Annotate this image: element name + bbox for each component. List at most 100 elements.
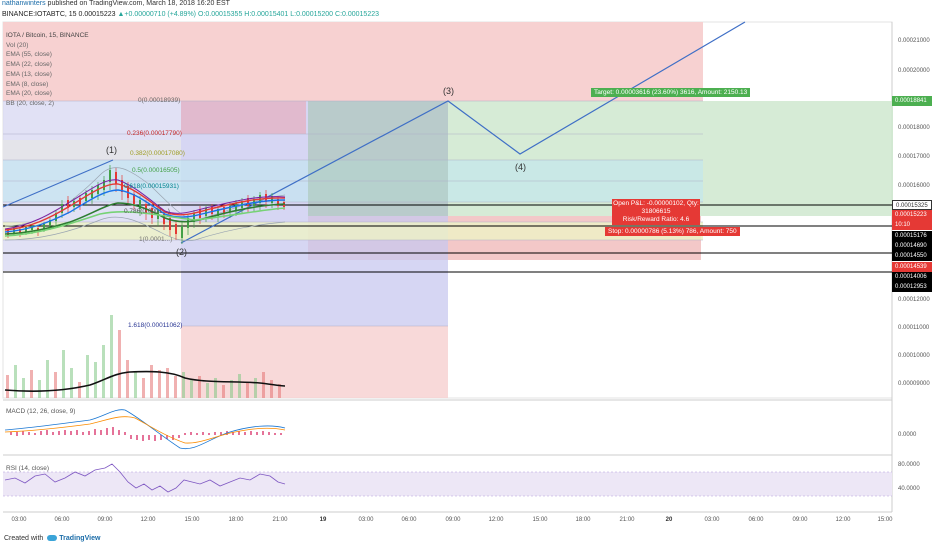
countdown-box: 10:10 — [892, 220, 932, 230]
current-price-box: 0.00015325 — [892, 200, 932, 210]
up-arrow-icon: ▲ — [117, 11, 125, 18]
legend-bb[interactable]: BB (20, close, 2) — [6, 99, 55, 107]
price-tick: 0.00011000 — [898, 325, 930, 331]
fib-label-382: 0.382(0.00017080) — [130, 150, 185, 157]
upper-red-zone — [3, 22, 703, 101]
time-tick: 03:00 — [358, 517, 374, 523]
price-change: +0.00000710 (+4.89%) — [124, 11, 197, 18]
stop-price-box: 0.00014539 — [892, 262, 932, 272]
tradingview-logo-icon — [47, 535, 58, 542]
price-tick: 0.00009000 — [898, 381, 930, 387]
fib-label-236: 0.236(0.00017790) — [127, 130, 182, 137]
rsi-label[interactable]: RSI (14, close) — [6, 465, 49, 472]
low-value: L:0.00015200 — [290, 11, 334, 18]
ema-20-line — [4, 207, 286, 237]
time-tick: 09:00 — [792, 517, 808, 523]
symbol-name: BINANCE:IOTABTC, 15 — [2, 11, 77, 18]
time-tick: 06:00 — [54, 517, 70, 523]
macd-signal-line — [4, 416, 286, 444]
footer-created: Created with — [4, 535, 44, 542]
volume-ma-line — [4, 370, 286, 392]
fib-band-382 — [3, 140, 181, 160]
level-box-4: 0.00014006 — [892, 272, 932, 282]
footer-brand[interactable]: TradingView — [59, 535, 101, 542]
time-tick: 12:00 — [488, 517, 504, 523]
time-tick: 09:00 — [97, 517, 113, 523]
fib-lines — [3, 100, 703, 327]
level-box-2: 0.00014690 — [892, 241, 932, 251]
last-price-box: 0.00015223 — [892, 210, 932, 220]
ema-22-line — [4, 189, 286, 233]
pnl-line-1: Open P&L: -0.00000102, Qty: 31806615 — [613, 200, 699, 215]
publish-info: nathanwinters published on TradingView.c… — [2, 0, 230, 7]
price-tick: 0.00017000 — [898, 154, 930, 160]
macd-axis-tick: 0.0000 — [898, 432, 917, 438]
rsi-band — [3, 472, 892, 496]
rsi-axis-bottom: 40.0000 — [898, 486, 920, 492]
wave-label-4: (4) — [515, 162, 526, 172]
level-box-1: 0.00015176 — [892, 231, 932, 241]
target-label[interactable]: Target: 0.00003616 (23.60%) 3616, Amount… — [591, 88, 751, 97]
fib-label-1618: 1.618(0.00011062) — [128, 322, 183, 329]
rsi-line — [4, 463, 286, 493]
price-tick: 0.00021000 — [898, 38, 930, 44]
price-tick: 0.00016000 — [898, 183, 930, 189]
time-tick: 18:00 — [228, 517, 244, 523]
time-tick: 15:00 — [184, 517, 200, 523]
fib-label-618: 0.618(0.00015931) — [124, 183, 179, 190]
legend-ema-22[interactable]: EMA (22, close) — [6, 61, 52, 69]
open-value: O:0.00015355 — [197, 11, 243, 18]
volume-bars — [6, 315, 281, 398]
time-tick-day: 19 — [319, 517, 327, 523]
symbol-bar: BINANCE:IOTABTC, 15 0.00015223 ▲+0.00000… — [2, 11, 379, 18]
time-tick: 06:00 — [748, 517, 764, 523]
time-tick: 09:00 — [445, 517, 461, 523]
high-value: H:0.00015401 — [244, 11, 289, 18]
fib-label-0: 0(0.00018939) — [138, 97, 181, 104]
indicator-legend: IOTA / Bitcoin, 15, BINANCE Vol (20) EMA… — [6, 31, 89, 109]
stop-label[interactable]: Stop: 0.00000786 (5.13%) 786, Amount: 75… — [605, 227, 740, 236]
price-tick: 0.00020000 — [898, 68, 930, 74]
fib-band-236 — [181, 101, 306, 134]
macd-label[interactable]: MACD (12, 26, close, 9) — [6, 408, 76, 415]
time-tick: 06:00 — [401, 517, 417, 523]
time-tick: 12:00 — [140, 517, 156, 523]
wave-label-2: (2) — [176, 247, 187, 257]
footer: Created with TradingView — [4, 535, 100, 542]
pnl-label[interactable]: Open P&L: -0.00000102, Qty: 31806615 Ris… — [612, 199, 700, 225]
macd-line — [4, 409, 286, 450]
rsi-axis-top: 80.0000 — [898, 462, 920, 468]
price-tick: 0.00018000 — [898, 125, 930, 131]
fib-band-786 — [3, 222, 703, 240]
publish-text: published on TradingView.com, March 18, … — [47, 0, 230, 7]
ema-55-line — [4, 202, 286, 235]
time-tick: 15:00 — [877, 517, 893, 523]
ema-8-line — [4, 179, 286, 230]
price-tick: 0.00012000 — [898, 297, 930, 303]
macd-histogram — [10, 427, 282, 441]
entry-overlap-zone — [308, 101, 448, 216]
fib-label-5: 0.5(0.00016505) — [132, 167, 180, 174]
bb-lower — [4, 216, 286, 242]
legend-ema-20[interactable]: EMA (20, close) — [6, 90, 52, 98]
time-tick: 12:00 — [835, 517, 851, 523]
legend-symbol: IOTA / Bitcoin, 15, BINANCE — [6, 32, 89, 39]
fib-label-786: 0.786(0.0001...) — [124, 208, 170, 215]
author-link[interactable]: nathanwinters — [2, 0, 46, 7]
legend-volume[interactable]: Vol (20) — [6, 41, 29, 49]
time-tick-day: 20 — [665, 517, 673, 523]
fib-label-1: 1(0.0001...) — [139, 236, 173, 243]
lower-red-zone — [181, 326, 448, 398]
time-tick: 21:00 — [272, 517, 288, 523]
time-tick: 03:00 — [704, 517, 720, 523]
time-tick: 15:00 — [532, 517, 548, 523]
legend-ema-8[interactable]: EMA (8, close) — [6, 80, 49, 88]
legend-ema-55[interactable]: EMA (55, close) — [6, 51, 52, 59]
legend-ema-13[interactable]: EMA (13, close) — [6, 70, 52, 78]
pnl-line-2: Risk/Reward Ratio: 4.6 — [622, 216, 690, 223]
wave-label-3: (3) — [443, 86, 454, 96]
target-price-box: 0.00018841 — [892, 96, 932, 106]
close-value: C:0.00015223 — [335, 11, 379, 18]
ema-13-line — [4, 183, 286, 231]
